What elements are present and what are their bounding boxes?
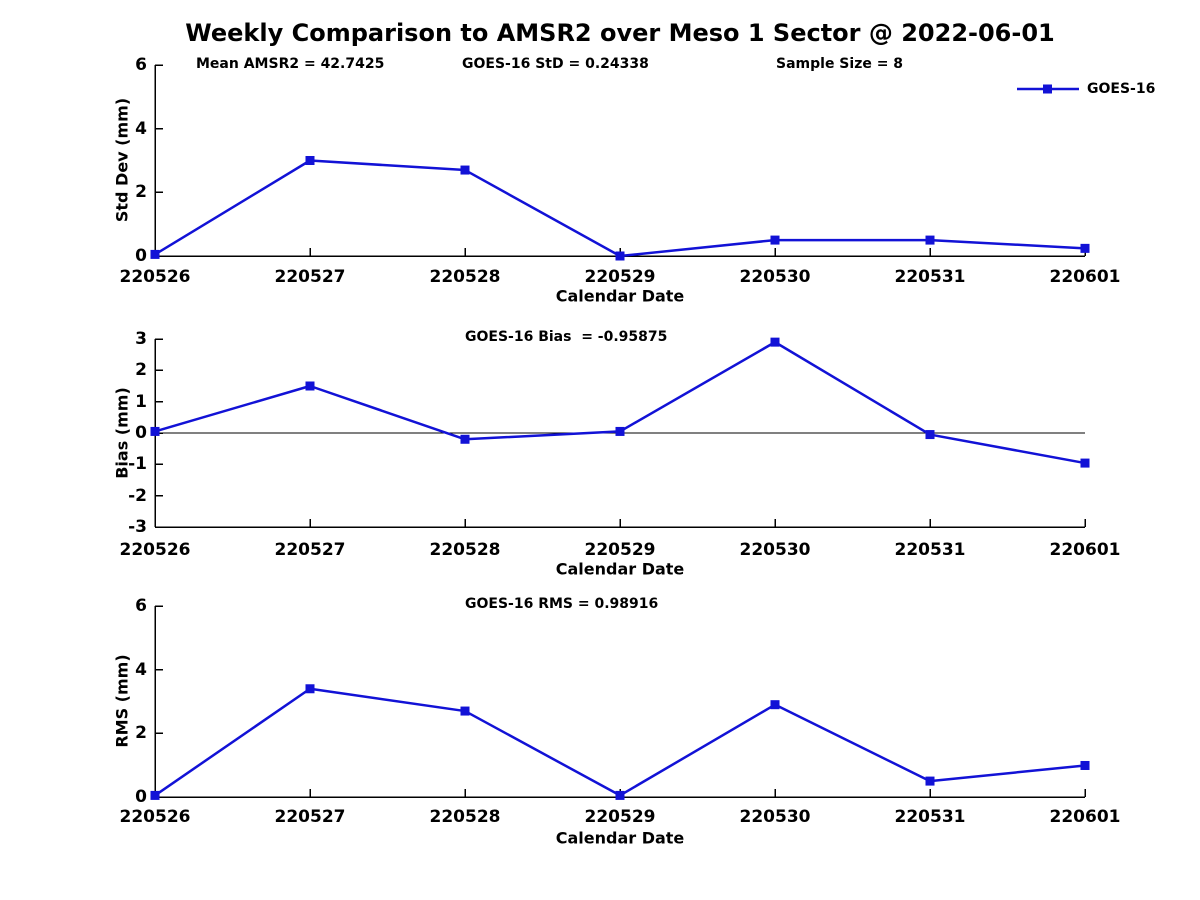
x-tick-label: 220528 — [429, 267, 501, 287]
x-tick-label: 220531 — [894, 807, 966, 827]
y-axis-label-std-dev: Std Dev (mm) — [112, 97, 132, 223]
annotation-goes16-bias: GOES-16 Bias = -0.95875 — [465, 329, 668, 345]
x-tick-label: 220526 — [119, 540, 191, 560]
y-tick-label: 2 — [135, 723, 147, 744]
y-tick-label: 2 — [135, 182, 147, 203]
x-tick-label: 220527 — [274, 267, 346, 287]
annotation-goes16-rms: GOES-16 RMS = 0.98916 — [465, 596, 659, 612]
y-tick-label: 4 — [135, 118, 147, 139]
legend: GOES-16 — [1017, 81, 1155, 97]
chart-title: Weekly Comparison to AMSR2 over Meso 1 S… — [185, 19, 1055, 47]
x-tick-label: 220531 — [894, 540, 966, 560]
y-tick-label: 4 — [135, 659, 147, 680]
x-tick-label: 220601 — [1049, 807, 1121, 827]
y-tick-label: 1 — [135, 391, 147, 412]
legend-label: GOES-16 — [1087, 81, 1156, 97]
x-tick-label: 220530 — [739, 540, 811, 560]
y-tick-label: 0 — [135, 246, 147, 266]
x-tick-label: 220601 — [1049, 540, 1121, 560]
x-axis-label-bottom: Calendar Date — [555, 828, 685, 848]
y-tick-label: 6 — [135, 596, 147, 616]
y-tick-label: 0 — [135, 787, 147, 807]
x-tick-label: 220530 — [739, 267, 811, 287]
x-tick-label: 220529 — [584, 267, 656, 287]
y-tick-label: -3 — [128, 517, 147, 537]
x-tick-label: 220531 — [894, 267, 966, 287]
y-tick-label: -1 — [128, 454, 147, 475]
x-tick-label: 220530 — [739, 807, 811, 827]
x-tick-label: 220526 — [119, 267, 191, 287]
y-tick-label: 2 — [135, 360, 147, 381]
annotation-goes16-std: GOES-16 StD = 0.24338 — [462, 56, 649, 72]
annotation-mean-amsr2: Mean AMSR2 = 42.7425 — [196, 56, 385, 72]
y-tick-label: 0 — [135, 423, 147, 443]
legend-line-sample — [1017, 84, 1079, 94]
y-tick-label: -2 — [128, 485, 147, 506]
x-tick-label: 220529 — [584, 807, 656, 827]
y-tick-label: 3 — [135, 329, 147, 349]
legend-square-marker-icon — [1043, 84, 1052, 94]
x-tick-label: 220601 — [1049, 267, 1121, 287]
x-tick-label: 220529 — [584, 540, 656, 560]
x-axis-label-middle: Calendar Date — [555, 559, 685, 579]
annotation-sample-size: Sample Size = 8 — [776, 56, 904, 72]
x-tick-label: 220528 — [429, 807, 501, 827]
x-tick-label: 220527 — [274, 540, 346, 560]
x-axis-label-top: Calendar Date — [555, 286, 685, 306]
x-tick-label: 220526 — [119, 807, 191, 827]
x-tick-label: 220528 — [429, 540, 501, 560]
y-tick-label: 6 — [135, 55, 147, 75]
x-tick-label: 220527 — [274, 807, 346, 827]
